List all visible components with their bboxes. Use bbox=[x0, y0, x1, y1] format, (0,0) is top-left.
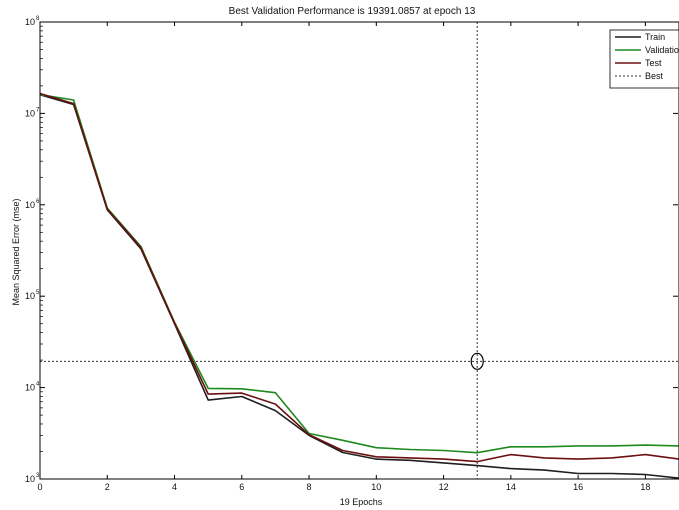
x-tick-label: 12 bbox=[439, 482, 449, 492]
legend-label-validation: Validation bbox=[645, 45, 679, 55]
x-tick-label: 14 bbox=[506, 482, 516, 492]
y-tick-label: 10 bbox=[25, 108, 35, 118]
y-tick-exponent: 7 bbox=[36, 107, 40, 113]
x-tick-label: 16 bbox=[573, 482, 583, 492]
x-tick-label: 0 bbox=[37, 482, 42, 492]
y-tick-label: 10 bbox=[25, 474, 35, 484]
y-tick-exponent: 4 bbox=[36, 382, 40, 388]
best-marker bbox=[470, 352, 484, 370]
y-tick-label: 10 bbox=[25, 291, 35, 301]
y-tick-label: 10 bbox=[25, 383, 35, 393]
series-lines bbox=[39, 92, 679, 479]
y-tick-exponent: 3 bbox=[36, 473, 40, 479]
x-tick-label: 18 bbox=[640, 482, 650, 492]
reference-lines bbox=[40, 22, 679, 479]
x-tick-label: 4 bbox=[172, 482, 177, 492]
y-axis-label: Mean Squared Error (mse) bbox=[11, 198, 21, 305]
y-tick-label: 10 bbox=[25, 200, 35, 210]
x-tick-label: 10 bbox=[371, 482, 381, 492]
legend-label-train: Train bbox=[645, 32, 665, 42]
axes-box bbox=[39, 21, 679, 480]
x-axis-label: 19 Epochs bbox=[340, 497, 383, 507]
chart-title: Best Validation Performance is 19391.085… bbox=[229, 6, 476, 17]
y-tick-exponent: 8 bbox=[36, 16, 40, 22]
legend-label-best: Best bbox=[645, 71, 664, 81]
legend: Train Validation Test Best bbox=[609, 29, 679, 89]
best-point-circle bbox=[470, 352, 484, 370]
y-tick-exponent: 5 bbox=[36, 290, 40, 296]
y-tick-label: 10 bbox=[25, 17, 35, 27]
legend-label-test: Test bbox=[645, 58, 662, 68]
legend-box bbox=[609, 29, 679, 89]
x-tick-label: 6 bbox=[239, 482, 244, 492]
x-tick-label: 2 bbox=[105, 482, 110, 492]
series-line-test bbox=[39, 92, 679, 463]
x-tick-label: 8 bbox=[307, 482, 312, 492]
y-tick-exponent: 6 bbox=[36, 199, 40, 205]
